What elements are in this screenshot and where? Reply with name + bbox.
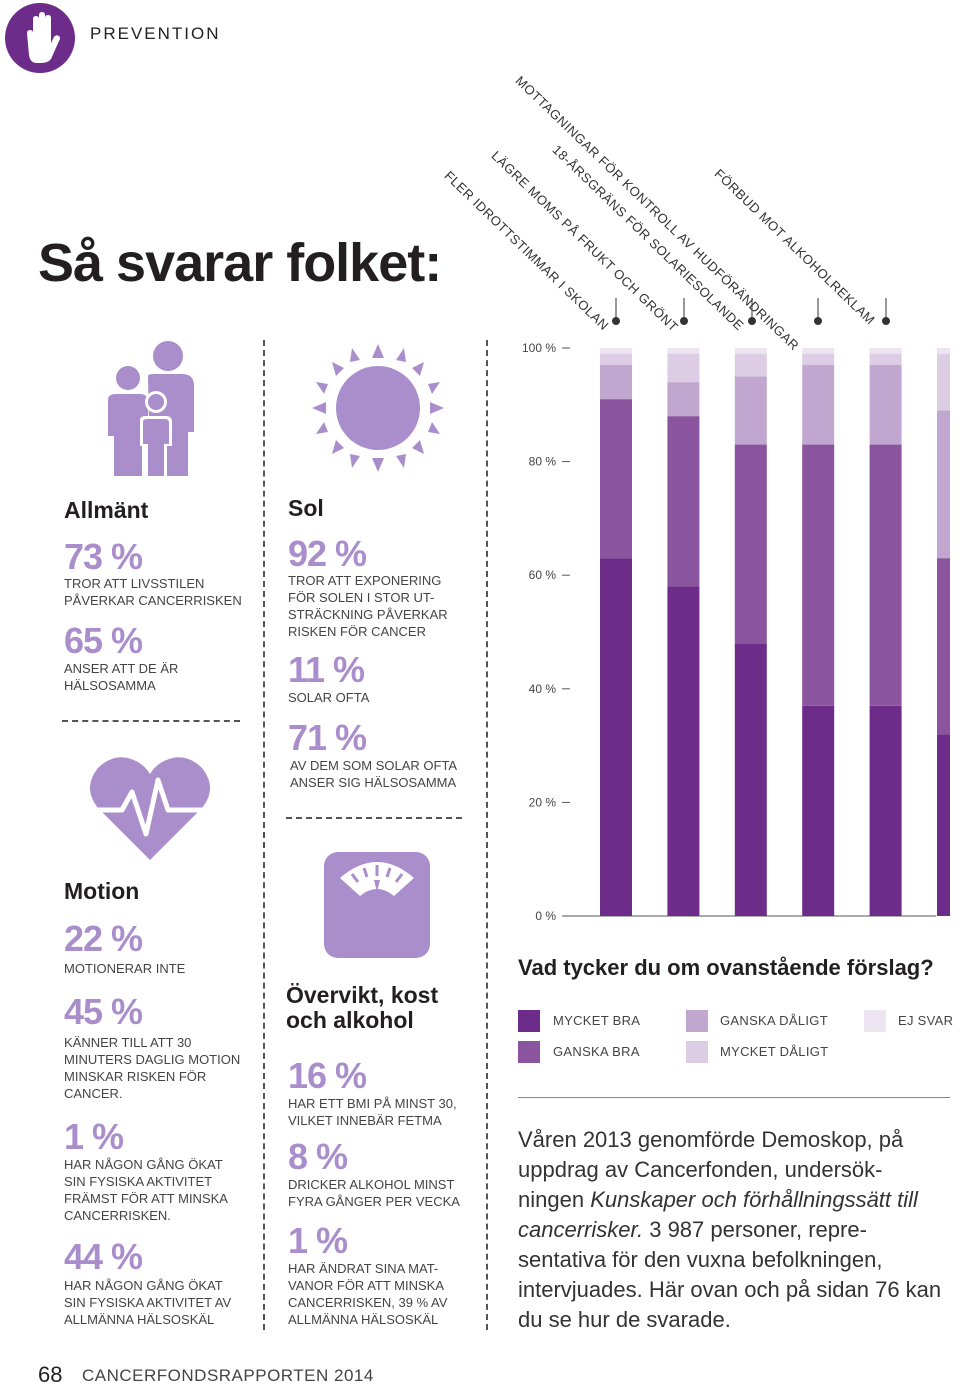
- sol-stat-3-text: AV DEM SOM SOLAR OFTA ANSER SIG HÄLSOSAM…: [290, 758, 458, 790]
- sol-stat-2-value: 11 %: [288, 649, 365, 690]
- overvikt-stat-3-text: HAR ÄNDRAT SINA MAT- VANOR FÖR ATT MINSK…: [288, 1261, 448, 1327]
- allmant-title: Allmänt: [64, 497, 149, 523]
- hand-badge: [5, 3, 75, 73]
- y-tick-label: 20 %: [529, 795, 557, 809]
- stacked-bar-chart: 0 % 20 % 40 % 60 % 80 % 100 %: [522, 341, 950, 923]
- bar-segment: [600, 558, 632, 916]
- motion-stat-3-text: HAR NÅGON GÅNG ÖKAT SIN FYSISKA AKTIVITE…: [64, 1157, 228, 1223]
- motion-title: Motion: [64, 878, 140, 904]
- bar-segment: [734, 643, 767, 916]
- divider: [286, 817, 462, 819]
- bar-segment: [869, 444, 902, 706]
- legend-swatch-ej-svar: [864, 1010, 886, 1032]
- legend-rule: [518, 1097, 950, 1098]
- page-number: 68: [38, 1362, 63, 1387]
- y-tick-label: 60 %: [529, 568, 557, 582]
- bar-segment: [802, 705, 835, 916]
- column-divider: [486, 340, 488, 1330]
- motion-stat-2-value: 45 %: [64, 991, 143, 1032]
- bar-segment: [667, 348, 700, 354]
- divider: [62, 720, 240, 722]
- bar-segment: [802, 365, 835, 445]
- legend-label-ganska-daligt: GANSKA DÅLIGT: [720, 1013, 828, 1028]
- bar-segment: [667, 382, 700, 417]
- motion-stat-2-text: KÄNNER TILL ATT 30 MINUTERS DAGLIG MOTIO…: [64, 1035, 241, 1101]
- overvikt-title: Övervikt, kost och alkohol: [286, 982, 439, 1033]
- bar-segment: [802, 444, 835, 706]
- y-tick-label: 80 %: [529, 455, 557, 469]
- bar-segment: [869, 353, 902, 366]
- legend-label-ej-svar: EJ SVAR: [898, 1013, 954, 1028]
- allmant-stat-1-text: TROR ATT LIVSSTILEN PÅVERKAR CANCERRISKE…: [64, 576, 242, 608]
- scale-icon: [324, 852, 430, 958]
- bar-segment: [802, 353, 835, 366]
- legend-swatch-mycket-daligt: [686, 1041, 708, 1063]
- survey-description-part2: 3 987 personer, repre-sentativa för den …: [518, 1217, 942, 1332]
- proposal-leaders: [612, 298, 890, 325]
- motion-stat-1-value: 22 %: [64, 918, 143, 959]
- bar-segment: [734, 348, 767, 354]
- allmant-stat-2-text: ANSER ATT DE ÄR HÄLSOSAMMA: [64, 661, 179, 693]
- allmant-stat-2-value: 65 %: [64, 620, 143, 661]
- survey-description: Våren 2013 genomförde Demoskop, på uppdr…: [518, 1125, 948, 1335]
- sol-stat-2-text: SOLAR OFTA: [288, 690, 370, 705]
- publication-name: CANCERFONDSRAPPORTEN 2014: [82, 1366, 374, 1385]
- survey-description-part1: Våren 2013 genomförde Demoskop, på uppdr…: [518, 1127, 904, 1212]
- motion-stat-4-value: 44 %: [64, 1236, 143, 1277]
- motion-stat-1-text: MOTIONERAR INTE: [64, 961, 186, 976]
- bar-segment: [734, 376, 767, 445]
- overvikt-stat-2-value: 8 %: [288, 1136, 348, 1177]
- bar-segment: [600, 399, 632, 559]
- legend-swatch-ganska-daligt: [686, 1010, 708, 1032]
- overvikt-stat-1-value: 16 %: [288, 1055, 367, 1096]
- legend-label-ganska-bra: GANSKA BRA: [553, 1044, 640, 1059]
- bar-segment: [937, 410, 950, 559]
- sol-stat-1-text: TROR ATT EXPONERING FÖR SOLEN I STOR UT-…: [288, 573, 448, 639]
- legend-label-mycket-bra: MYCKET BRA: [553, 1013, 641, 1028]
- sol-stat-1-value: 92 %: [288, 533, 367, 574]
- bar-segment: [869, 705, 902, 916]
- motion-stat-3-value: 1 %: [64, 1116, 124, 1157]
- bar-segment: [667, 416, 700, 587]
- bar-segment: [667, 353, 700, 383]
- sun-icon: [312, 344, 444, 472]
- headline: Så svarar folket:: [38, 233, 442, 293]
- allmant-stat-1-value: 73 %: [64, 536, 143, 577]
- overvikt-stat-1-text: HAR ETT BMI PÅ MINST 30, VILKET INNEBÄR …: [288, 1096, 457, 1128]
- bar-segment: [937, 348, 950, 354]
- bar-segment: [937, 558, 950, 735]
- y-tick-label: 40 %: [529, 682, 557, 696]
- legend-swatch-ganska-bra: [518, 1041, 540, 1063]
- bar-segment: [734, 353, 767, 377]
- survey-description-title: Kunskaper och förhållningssätt till canc…: [518, 1187, 918, 1242]
- chart-title: Vad tycker du om ovanstående förslag?: [518, 955, 934, 980]
- bar-segment: [667, 586, 700, 916]
- bar-segment: [600, 365, 632, 400]
- legend-label-mycket-daligt: MYCKET DÅLIGT: [720, 1044, 829, 1059]
- sol-stat-3-value: 71 %: [288, 717, 367, 758]
- bar-segment: [869, 348, 902, 354]
- bar-segment: [869, 365, 902, 445]
- column-divider: [263, 340, 265, 1330]
- bar-segment: [600, 353, 632, 366]
- hand-icon: [27, 12, 60, 63]
- bar-segment: [937, 734, 950, 916]
- y-tick-label: 100 %: [522, 341, 556, 355]
- bar-segment: [600, 348, 632, 354]
- bar-segment: [802, 348, 835, 354]
- legend-swatch-mycket-bra: [518, 1010, 540, 1032]
- overvikt-stat-2-text: DRICKER ALKOHOL MINST FYRA GÅNGER PER VE…: [288, 1177, 460, 1209]
- bar-segment: [937, 353, 950, 411]
- overvikt-stat-3-value: 1 %: [288, 1220, 348, 1261]
- y-tick-label: 0 %: [535, 909, 556, 923]
- heart-pulse-icon: [90, 757, 210, 860]
- bar-segment: [734, 444, 767, 644]
- section-label: PREVENTION: [90, 24, 221, 43]
- family-icon: [108, 341, 194, 476]
- sol-title: Sol: [288, 495, 324, 521]
- motion-stat-4-text: HAR NÅGON GÅNG ÖKAT SIN FYSISKA AKTIVITE…: [64, 1278, 232, 1327]
